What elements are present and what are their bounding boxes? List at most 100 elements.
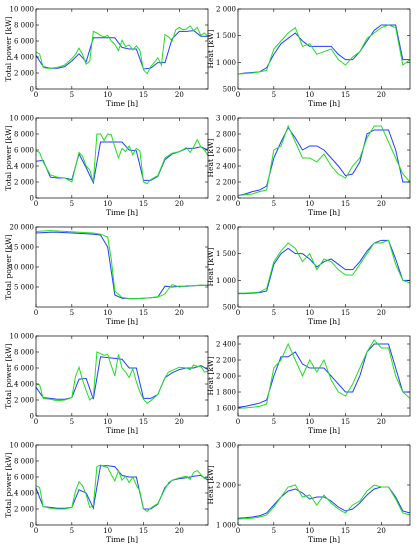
x-axis-label: Time [h] bbox=[308, 208, 340, 217]
x-axis-label: Time [h] bbox=[106, 99, 138, 108]
x-tick-label: 20 bbox=[175, 527, 184, 535]
x-tick-label: 5 bbox=[272, 418, 276, 426]
series-actual-line bbox=[238, 339, 411, 409]
subplot-8: 0 5 10 15 20 1 600 1 800 2 000 2 200 2 400 Time [h… bbox=[206, 335, 411, 435]
x-tick-label: 5 bbox=[70, 200, 74, 208]
x-tick-label: 0 bbox=[236, 418, 240, 426]
plot-frame bbox=[35, 444, 209, 526]
series-actual-line bbox=[237, 124, 411, 197]
series-actual-line bbox=[35, 25, 209, 75]
subplot-10: 0 5 10 15 20 1 000 2 000 3 000 Time [h] Heat [kW] bbox=[206, 442, 411, 544]
y-tick-label: 2 800 bbox=[216, 131, 236, 139]
x-tick-label: 0 bbox=[236, 527, 240, 535]
x-tick-label: 5 bbox=[70, 309, 74, 317]
x-tick-label: 15 bbox=[341, 527, 350, 535]
x-tick-label: 20 bbox=[377, 309, 386, 317]
y-tick-label: 15 000 bbox=[10, 244, 35, 252]
plot-frame bbox=[237, 8, 411, 90]
y-tick-label: 1 600 bbox=[216, 405, 236, 413]
subplot-9: 0 5 10 15 20 0 2 000 4 000 6 000 8 000 10 000 Time … bbox=[4, 442, 209, 544]
x-tick-label: 15 bbox=[139, 309, 148, 317]
x-tick-label: 15 bbox=[139, 91, 148, 99]
x-axis-label: Time [h] bbox=[308, 317, 340, 326]
series-planned-line bbox=[35, 231, 208, 300]
y-tick-label: 6 000 bbox=[14, 365, 34, 373]
x-tick-label: 20 bbox=[377, 91, 386, 99]
y-tick-label: 10 000 bbox=[10, 264, 35, 272]
y-tick-label: 2 000 bbox=[216, 224, 236, 232]
y-axis-label: Heat [kW] bbox=[206, 29, 215, 68]
series-actual-line bbox=[237, 24, 411, 75]
x-tick-label: 10 bbox=[103, 200, 112, 208]
subplot-6: 0 5 10 15 20 500 1 000 1 500 2 000 Time [h] Heat [… bbox=[206, 224, 411, 326]
series-planned-line bbox=[237, 24, 410, 75]
y-tick-label: 10 000 bbox=[10, 333, 35, 341]
y-tick-label: 2 000 bbox=[216, 195, 236, 203]
series-planned-line bbox=[238, 239, 410, 295]
y-tick-label: 6 000 bbox=[14, 474, 34, 482]
subplot-7: 0 5 10 15 20 0 2 000 4 000 6 000 8 000 10 000 Time … bbox=[4, 333, 209, 435]
plot-frame bbox=[35, 226, 209, 308]
x-tick-label: 5 bbox=[272, 200, 276, 208]
y-tick-label: 8 000 bbox=[14, 22, 34, 30]
x-tick-label: 20 bbox=[175, 309, 184, 317]
y-tick-label: 20 000 bbox=[10, 224, 35, 232]
y-axis-label: Total power [kW] bbox=[4, 125, 13, 191]
x-tick-label: 20 bbox=[377, 418, 386, 426]
y-tick-label: 8 000 bbox=[14, 131, 34, 139]
y-axis-label: Total power [kW] bbox=[4, 16, 13, 82]
x-tick-label: 10 bbox=[103, 418, 112, 426]
y-tick-label: 2 600 bbox=[216, 147, 236, 155]
y-tick-label: 1 000 bbox=[216, 522, 236, 530]
series-planned-line bbox=[35, 30, 208, 70]
x-tick-label: 5 bbox=[272, 309, 276, 317]
series-planned-line bbox=[35, 465, 209, 510]
x-tick-label: 15 bbox=[139, 527, 148, 535]
series-actual-line bbox=[35, 464, 209, 513]
x-tick-label: 0 bbox=[236, 309, 240, 317]
x-axis-label: Time [h] bbox=[308, 426, 340, 435]
x-axis-label: Time [h] bbox=[106, 535, 138, 544]
x-axis-label: Time [h] bbox=[106, 317, 138, 326]
y-tick-label: 4 000 bbox=[14, 381, 34, 389]
plot-frame bbox=[237, 444, 411, 526]
y-tick-label: 10 000 bbox=[10, 115, 35, 123]
series-actual-line bbox=[35, 230, 209, 300]
x-axis-label: Time [h] bbox=[106, 426, 138, 435]
x-tick-label: 20 bbox=[377, 200, 386, 208]
x-tick-label: 0 bbox=[34, 309, 38, 317]
x-tick-label: 10 bbox=[305, 309, 314, 317]
y-axis-label: Total power [kW] bbox=[4, 234, 13, 300]
y-tick-label: 10 000 bbox=[10, 6, 35, 14]
y-tick-label: 2 200 bbox=[216, 179, 236, 187]
y-tick-label: 1 000 bbox=[216, 277, 236, 285]
x-tick-label: 10 bbox=[103, 91, 112, 99]
subplot-1: 0 5 10 15 20 0 2 000 4 000 6 000 8 000 10 000 Time … bbox=[4, 6, 209, 108]
subplot-2: 0 5 10 15 20 500 1 000 1 500 2 000 Time [h] Heat [… bbox=[206, 6, 411, 108]
y-tick-label: 0 bbox=[30, 86, 34, 94]
x-tick-label: 0 bbox=[236, 91, 240, 99]
x-tick-label: 20 bbox=[175, 200, 184, 208]
x-tick-label: 5 bbox=[70, 418, 74, 426]
series-actual-line bbox=[35, 351, 209, 404]
x-tick-label: 15 bbox=[139, 418, 148, 426]
y-tick-label: 1 000 bbox=[216, 59, 236, 67]
y-tick-label: 2 200 bbox=[216, 357, 236, 365]
series-actual-line bbox=[238, 239, 411, 294]
y-tick-label: 2 000 bbox=[216, 373, 236, 381]
y-tick-label: 2 000 bbox=[216, 6, 236, 14]
x-tick-label: 20 bbox=[175, 91, 184, 99]
y-tick-label: 4 000 bbox=[14, 490, 34, 498]
y-tick-label: 1 500 bbox=[216, 32, 236, 40]
y-tick-label: 0 bbox=[30, 195, 34, 203]
y-tick-label: 2 000 bbox=[14, 506, 34, 514]
x-axis-label: Time [h] bbox=[308, 99, 340, 108]
y-tick-label: 3 000 bbox=[216, 115, 236, 123]
x-tick-label: 0 bbox=[34, 418, 38, 426]
x-axis-label: Time [h] bbox=[308, 535, 340, 544]
x-tick-label: 15 bbox=[341, 91, 350, 99]
x-tick-label: 0 bbox=[34, 91, 38, 99]
series-planned-line bbox=[237, 126, 410, 197]
x-tick-label: 15 bbox=[139, 200, 148, 208]
plot-frame bbox=[35, 8, 209, 90]
